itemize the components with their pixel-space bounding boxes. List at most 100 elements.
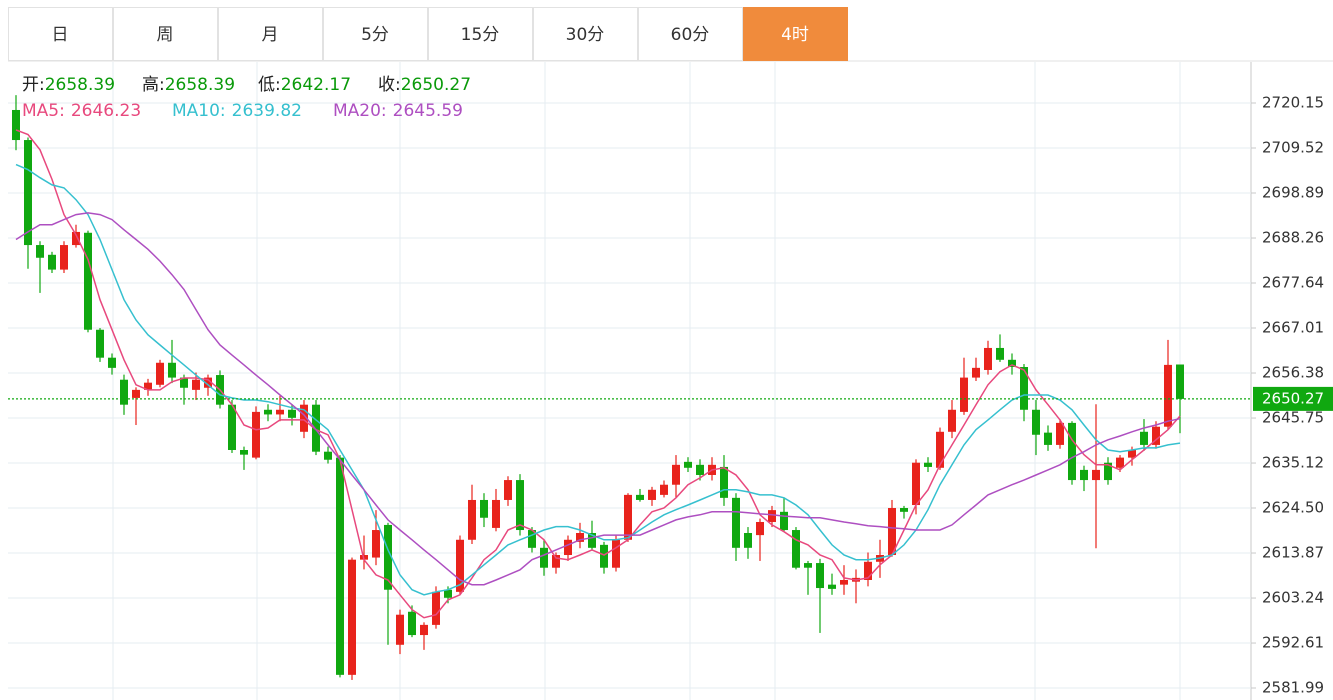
y-tick-label: 2581.99 [1262, 679, 1324, 697]
y-tick-label: 2635.12 [1262, 454, 1324, 472]
candle-body [888, 508, 896, 556]
candle-body [504, 480, 512, 500]
candle-body [540, 547, 548, 568]
y-tick-label: 2656.38 [1262, 364, 1324, 382]
candle-body [180, 377, 188, 388]
info-item: 低:2642.17 [258, 75, 351, 95]
tab-label[interactable]: 5分 [361, 25, 389, 45]
candle-body [384, 524, 392, 590]
candle-body [756, 521, 764, 536]
y-tick-label: 2698.89 [1262, 184, 1324, 202]
candle-body [792, 530, 800, 568]
candle-body [528, 530, 536, 548]
candles [12, 95, 1184, 680]
candle-body [516, 480, 524, 531]
candle-body [108, 357, 116, 368]
candle-body [576, 532, 584, 542]
candle-body [36, 245, 44, 258]
candle-body [744, 532, 752, 548]
candle-body [444, 589, 452, 598]
tab[interactable] [323, 7, 428, 61]
y-tick-label: 2709.52 [1262, 139, 1324, 157]
tab-label[interactable]: 15分 [461, 25, 500, 45]
candle-body [120, 379, 128, 405]
y-tick-label: 2613.87 [1262, 544, 1324, 562]
candle-body [696, 464, 704, 475]
ma-legend: MA10: 2639.82 [172, 101, 302, 121]
info-value: 2650.27 [401, 75, 471, 95]
candle-body [1032, 409, 1040, 435]
ma-line [15, 129, 1181, 619]
candle-body [456, 539, 464, 592]
candle-body [1080, 469, 1088, 481]
ma-legend-value: 2645.59 [393, 101, 463, 121]
candle-body [276, 409, 284, 415]
candle-body [780, 511, 788, 531]
candle-body [624, 494, 632, 540]
candle-body [228, 404, 236, 450]
candle-body [420, 624, 428, 636]
candle-body [432, 591, 440, 625]
candle-body [1068, 422, 1076, 481]
y-tick-label: 2592.61 [1262, 634, 1324, 652]
tab-label[interactable]: 月 [262, 25, 279, 45]
candle-body [672, 464, 680, 485]
tab[interactable] [533, 7, 638, 61]
info-label: 高: [142, 75, 165, 95]
info-item: 收:2650.27 [378, 75, 471, 95]
candle-body [72, 231, 80, 246]
candle-body [480, 499, 488, 518]
candle-body [552, 555, 560, 568]
ma-legend-value: 2639.82 [232, 101, 302, 121]
info-label: 收: [378, 75, 401, 95]
candle-body [1128, 449, 1136, 458]
candle-body [1044, 432, 1052, 445]
tab[interactable] [8, 7, 113, 61]
candle-body [924, 462, 932, 467]
candle-body [204, 377, 212, 388]
candle-body [12, 109, 20, 141]
ma-legend: MA5: 2646.23 [22, 101, 141, 121]
tab[interactable] [113, 7, 218, 61]
candle-body [732, 497, 740, 548]
candle-body [1176, 364, 1184, 399]
candle-body [156, 362, 164, 385]
ma-legend-name: MA20: [333, 101, 387, 121]
candle-body [468, 499, 476, 540]
candle-body [168, 362, 176, 378]
candle-body [816, 563, 824, 589]
candle-body [1152, 426, 1160, 445]
candle-body [900, 508, 908, 512]
tab-label[interactable]: 4时 [781, 25, 809, 45]
y-tick-label: 2720.15 [1262, 93, 1324, 111]
candle-body [84, 232, 92, 330]
tab-label[interactable]: 日 [52, 25, 69, 45]
tab[interactable] [638, 7, 743, 61]
candle-body [684, 461, 692, 468]
last-price-label: 2650.27 [1262, 389, 1324, 407]
tab-label[interactable]: 60分 [671, 25, 710, 45]
tab[interactable] [428, 7, 533, 61]
candle-body [1056, 422, 1064, 445]
tab[interactable] [743, 7, 848, 61]
info-value: 2658.39 [45, 75, 115, 95]
candle-body [648, 489, 656, 500]
candle-body [636, 494, 644, 500]
candle-body [48, 254, 56, 270]
y-tick-label: 2624.50 [1262, 499, 1324, 517]
candle-body [408, 611, 416, 636]
candle-body [1008, 359, 1016, 368]
candle-body [972, 367, 980, 378]
candle-body [396, 614, 404, 645]
tab-label[interactable]: 周 [157, 25, 174, 45]
y-tick-label: 2645.75 [1262, 409, 1324, 427]
info-label: 低: [258, 75, 281, 95]
candle-body [588, 532, 596, 548]
tab[interactable] [218, 7, 323, 61]
candle-body [912, 462, 920, 506]
candle-body [1164, 364, 1172, 427]
x-grid [112, 62, 1181, 700]
tab-label[interactable]: 30分 [566, 25, 605, 45]
